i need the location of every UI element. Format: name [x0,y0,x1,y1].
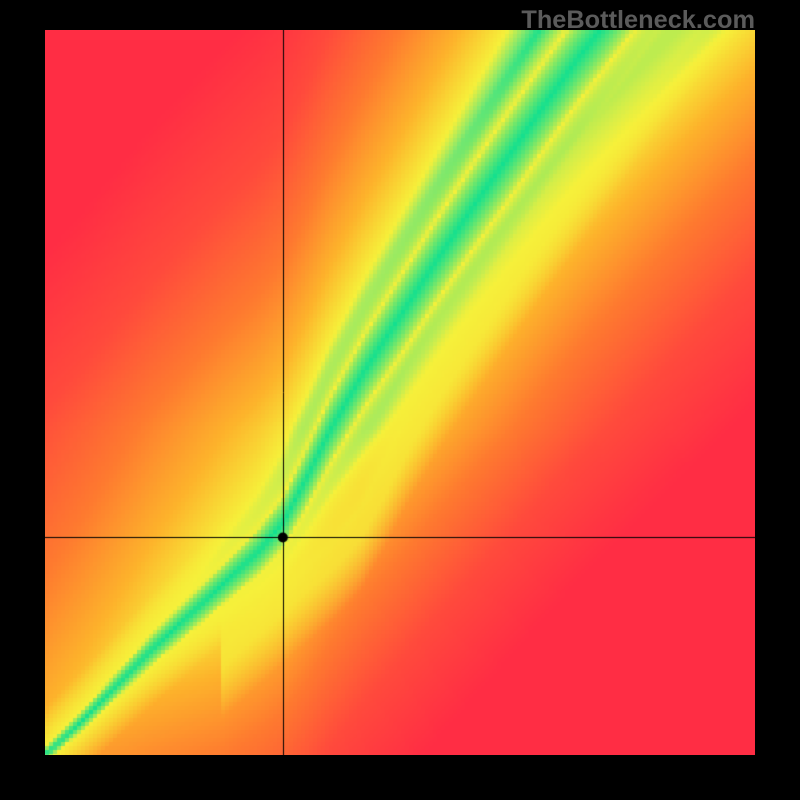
watermark-text: TheBottleneck.com [521,6,755,35]
chart-frame: TheBottleneck.com [0,0,800,800]
bottleneck-heatmap [45,30,755,755]
